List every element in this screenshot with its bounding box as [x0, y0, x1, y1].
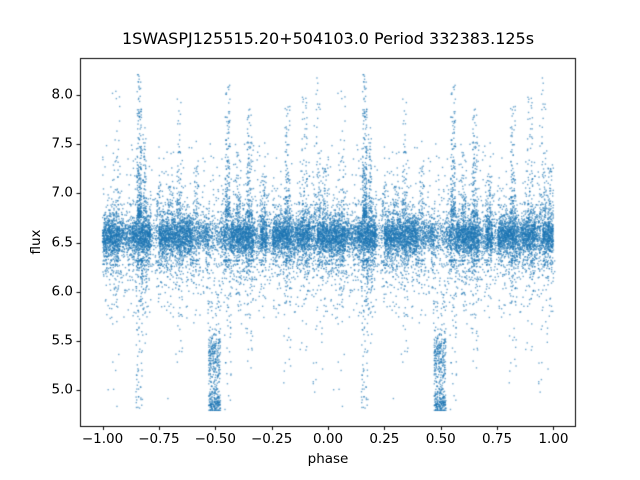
y-axis-label: flux	[28, 229, 44, 255]
y-tick-label: 6.0	[51, 283, 73, 300]
x-tick-label: 0.75	[482, 431, 513, 447]
x-tick-label: −0.50	[194, 431, 236, 447]
y-tick-label: 7.5	[51, 135, 73, 152]
x-tick-label: 0.00	[312, 431, 344, 447]
y-tick-label: 6.5	[51, 234, 73, 250]
x-tick-label: 0.50	[425, 431, 456, 447]
chart-title: 1SWASPJ125515.20+504103.0 Period 332383.…	[121, 29, 535, 48]
y-tick-label: 8.0	[51, 86, 73, 103]
x-tick-label: −0.75	[138, 431, 180, 447]
y-tick-label: 5.0	[51, 381, 73, 398]
x-tick-label: 1.00	[538, 431, 569, 447]
y-tick-label: 7.0	[51, 184, 73, 201]
y-tick-label: 5.5	[51, 332, 73, 349]
x-axis-label: phase	[307, 451, 349, 467]
x-tick-label: 0.25	[369, 431, 400, 447]
x-tick-label: −1.00	[81, 431, 124, 447]
x-tick-label: −0.25	[250, 431, 293, 447]
